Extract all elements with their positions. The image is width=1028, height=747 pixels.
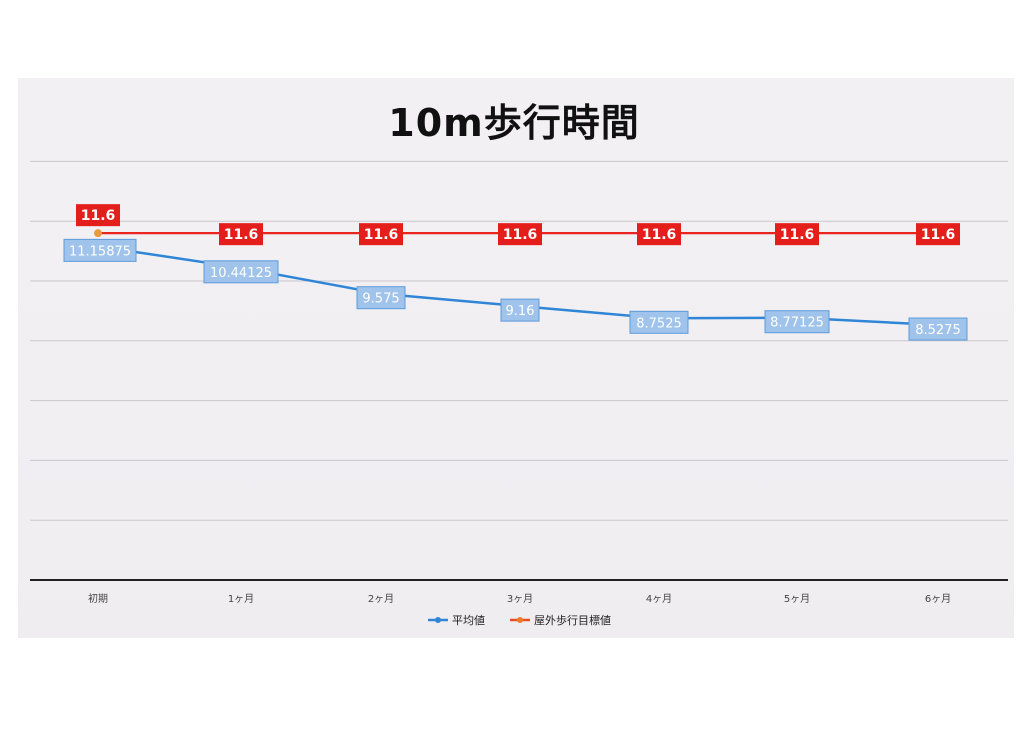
data-label-box-average xyxy=(908,317,968,341)
data-label-box-target xyxy=(775,223,819,246)
data-label-average: 9.16 xyxy=(506,304,535,319)
data-label-target: 11.6 xyxy=(921,227,956,243)
data-label-box-target xyxy=(916,223,960,246)
data-label-average: 8.5275 xyxy=(915,323,961,338)
data-label-average: 11.15875 xyxy=(69,244,131,259)
data-label-target: 11.6 xyxy=(364,227,399,243)
data-label-box-average xyxy=(764,310,830,334)
data-label-box-average xyxy=(63,238,137,262)
x-tick-label: 1ヶ月 xyxy=(228,593,254,605)
x-tick-label: 6ヶ月 xyxy=(925,593,951,605)
x-tick-label: 初期 xyxy=(88,592,108,605)
data-label-average: 10.44125 xyxy=(210,266,272,281)
x-tick-label: 3ヶ月 xyxy=(507,593,533,605)
data-label-average: 8.7525 xyxy=(636,316,682,331)
data-label-target: 11.6 xyxy=(503,227,538,243)
data-label-box-target xyxy=(359,223,403,246)
chart-card xyxy=(18,78,1014,638)
data-label-target: 11.6 xyxy=(642,227,677,243)
data-label-target: 11.6 xyxy=(780,227,815,243)
data-label-box-average xyxy=(500,298,540,322)
x-tick-label: 2ヶ月 xyxy=(368,593,394,605)
legend-label-target: 屋外歩行目標値 xyxy=(534,613,611,627)
x-tick-label: 5ヶ月 xyxy=(784,593,810,605)
data-label-average: 8.77125 xyxy=(770,316,824,331)
legend-label-average: 平均値 xyxy=(452,614,485,627)
legend-marker-average xyxy=(435,617,441,623)
series-marker-target xyxy=(94,229,102,238)
data-label-box-target xyxy=(637,223,681,246)
data-label-box-target xyxy=(498,223,542,246)
data-label-average: 9.575 xyxy=(362,292,399,307)
data-label-box-average xyxy=(356,286,406,310)
data-label-box-target xyxy=(76,204,120,227)
x-tick-label: 4ヶ月 xyxy=(646,593,672,605)
data-label-target: 11.6 xyxy=(224,227,259,243)
data-label-box-average xyxy=(629,310,689,334)
data-label-box-target xyxy=(219,223,263,246)
data-label-target: 11.6 xyxy=(81,208,116,224)
legend-marker-target xyxy=(517,617,523,623)
chart-title: 10m歩行時間 xyxy=(388,101,640,145)
data-label-box-average xyxy=(203,260,279,284)
